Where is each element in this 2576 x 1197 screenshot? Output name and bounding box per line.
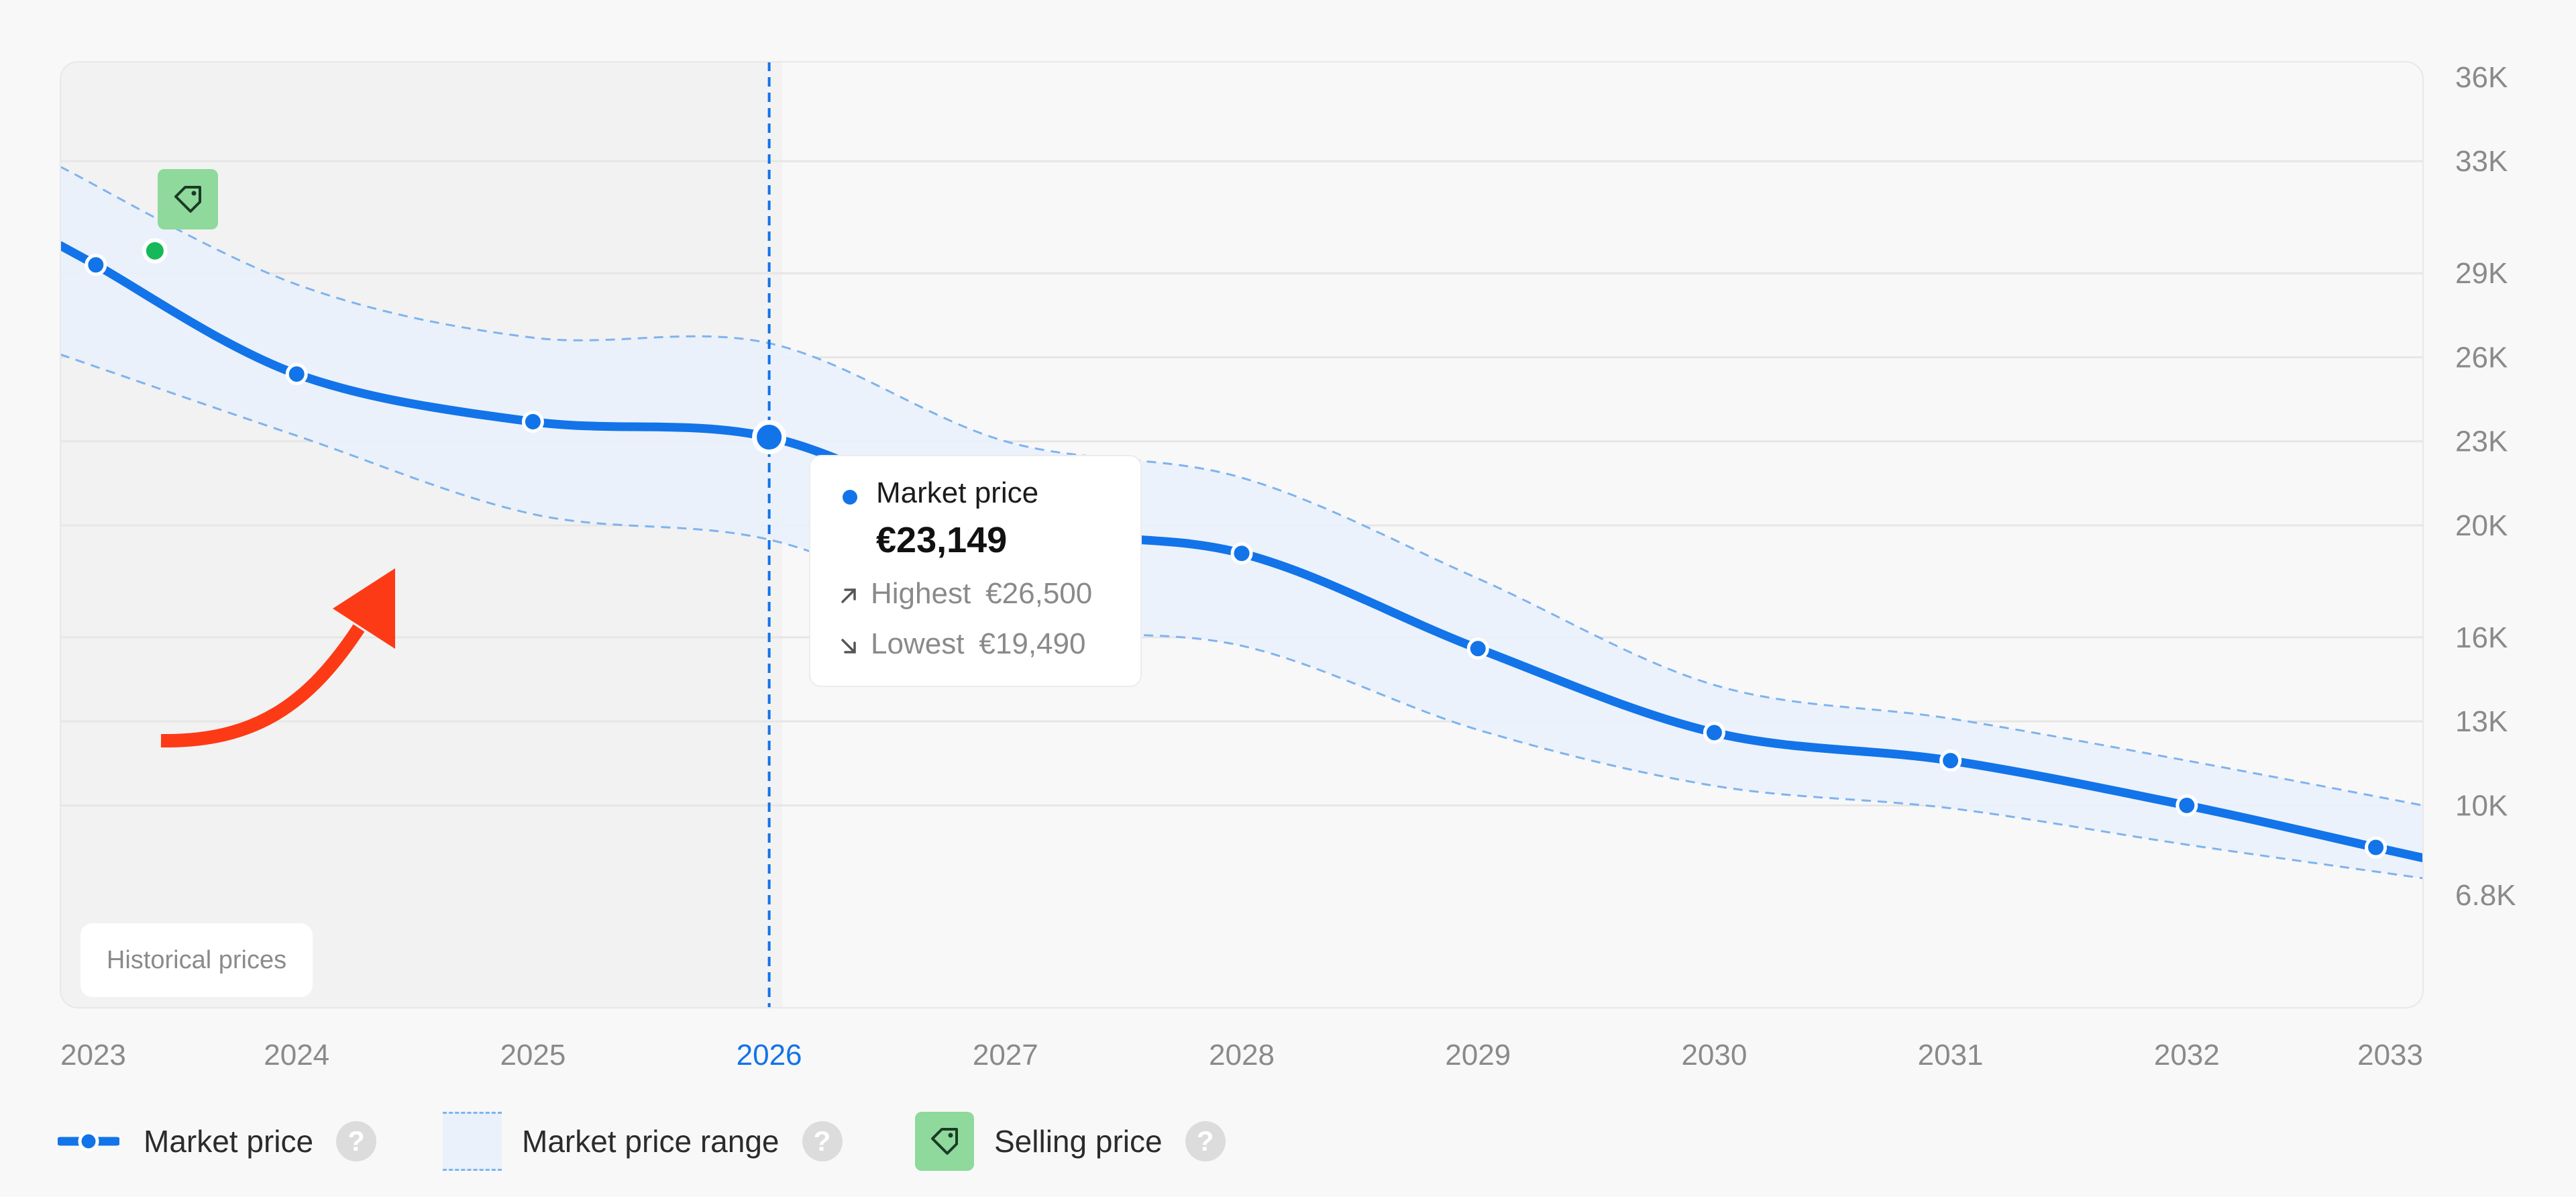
x-tick-label: 2024 [264, 1039, 329, 1072]
help-icon[interactable]: ? [1185, 1121, 1226, 1161]
y-tick-label: 16K [2455, 621, 2508, 654]
x-tick-label: 2033 [2357, 1039, 2423, 1072]
x-tick-label: 2032 [2154, 1039, 2220, 1072]
x-tick-label: 2023 [60, 1039, 126, 1072]
selling-price-tag[interactable] [158, 169, 218, 229]
legend-market-price[interactable]: Market price ? [58, 1111, 377, 1172]
market-price-point[interactable] [2176, 794, 2198, 817]
y-tick-label: 29K [2455, 257, 2508, 290]
arrow-down-right-icon [841, 639, 856, 654]
arrow-up-right-icon [841, 588, 856, 603]
price-tag-icon [174, 186, 201, 213]
x-tick-label: 2030 [1681, 1039, 1747, 1072]
y-tick-label: 26K [2455, 341, 2508, 374]
market-price-range-area [60, 166, 2423, 878]
x-tick-label: 2031 [1918, 1039, 1984, 1072]
annotation-arrow [160, 568, 395, 748]
tooltip-series-dot [843, 490, 857, 505]
y-tick-label: 10K [2455, 789, 2508, 822]
y-tick-label: 33K [2455, 145, 2508, 178]
x-tick-label-highlight: 2026 [737, 1039, 802, 1072]
y-tick-label: 13K [2455, 705, 2508, 738]
price-tag-icon [915, 1112, 974, 1171]
legend-market-price-range[interactable]: Market price range ? [443, 1111, 843, 1172]
historical-prices-badge: Historical prices [80, 923, 313, 997]
help-icon[interactable]: ? [802, 1121, 843, 1161]
range-swatch-icon [443, 1112, 502, 1171]
x-tick-label: 2025 [500, 1039, 566, 1072]
market-price-point[interactable] [1703, 721, 1725, 744]
range-lower-line [60, 353, 2423, 880]
market-price-point[interactable] [2365, 836, 2387, 859]
tooltip-lowest-label: Lowest [871, 627, 965, 660]
tooltip-highest-label: Highest [871, 577, 971, 610]
x-tick-label: 2029 [1445, 1039, 1511, 1072]
tooltip-lowest-value: €19,490 [979, 627, 1086, 660]
market-price-point-selected[interactable] [752, 419, 787, 454]
tooltip-highest-value: €26,500 [985, 577, 1093, 610]
market-price-point[interactable] [1230, 542, 1253, 565]
tooltip-title: Market price [876, 476, 1039, 509]
legend-selling-price[interactable]: Selling price ? [915, 1111, 1226, 1172]
market-price-point[interactable] [521, 410, 544, 433]
line-series-icon [58, 1131, 119, 1152]
legend-label: Selling price [994, 1124, 1163, 1159]
range-upper-line [60, 166, 2423, 806]
tooltip-value: €23,149 [876, 520, 1008, 560]
x-tick-label: 2028 [1209, 1039, 1275, 1072]
selling-price-point[interactable] [142, 238, 168, 264]
y-tick-label: 23K [2455, 425, 2508, 458]
market-price-point[interactable] [85, 254, 107, 276]
plot-border [60, 61, 2424, 1008]
tooltip-lowest: Lowest €19,490 [839, 627, 1085, 661]
market-price-point[interactable] [285, 363, 308, 386]
legend-label: Market price [144, 1124, 314, 1159]
y-tick-label: 6.8K [2455, 879, 2516, 912]
market-price-point[interactable] [1939, 749, 1962, 772]
tooltip: Market price €23,149 Highest €26,500 Lowe… [809, 455, 1142, 687]
selling-price-marker[interactable] [142, 169, 218, 264]
y-tick-label: 20K [2455, 509, 2508, 542]
x-tick-label: 2027 [973, 1039, 1038, 1072]
legend-label: Market price range [522, 1124, 780, 1159]
market-price-point[interactable] [1466, 637, 1489, 660]
help-icon[interactable]: ? [336, 1121, 377, 1161]
tooltip-highest: Highest €26,500 [839, 577, 1092, 611]
y-tick-label: 36K [2455, 61, 2508, 94]
